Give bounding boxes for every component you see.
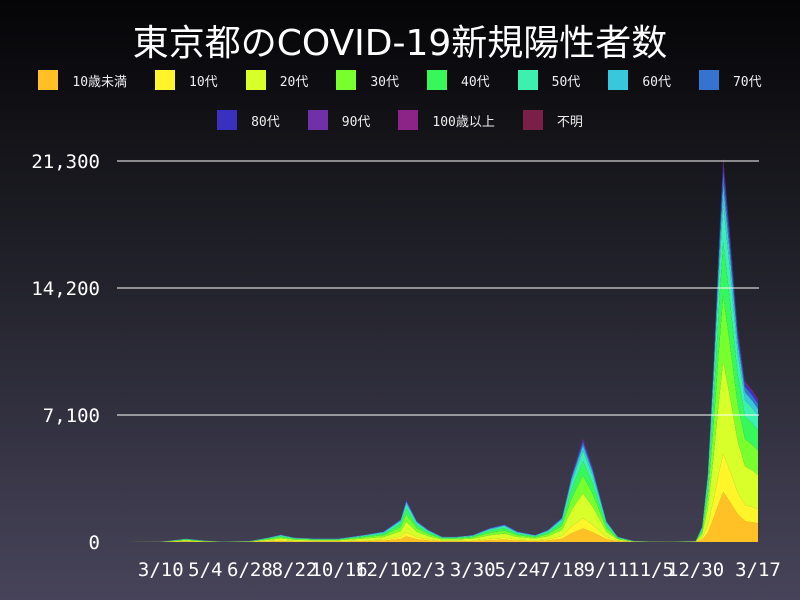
legend-label: 不明 — [556, 114, 583, 130]
legend-item: 40代 — [427, 70, 490, 90]
legend-swatch — [336, 70, 357, 90]
x-tick-label: 12/10 — [355, 559, 412, 581]
x-tick-label: 12/30 — [667, 559, 724, 581]
area-series-9 — [117, 160, 758, 542]
legend-item: 30代 — [336, 70, 399, 90]
legend-swatch — [608, 70, 629, 90]
legend-swatch — [517, 70, 538, 90]
area-series-7 — [117, 170, 758, 542]
legend-label: 80代 — [251, 114, 280, 130]
x-tick-label: 7/18 — [539, 559, 585, 581]
legend-label: 20代 — [279, 74, 309, 90]
x-tick-label: 9/11 — [584, 559, 630, 581]
area-series-2 — [117, 361, 758, 542]
y-tick-label: 0 — [89, 532, 100, 554]
x-tick-label: 6/28 — [227, 559, 273, 581]
x-tick-label: 2/3 — [411, 559, 445, 581]
legend-row-1: 10歳未満 10代 20代 30代 40代 50代 60代 70代 — [0, 70, 800, 90]
area-series-8 — [117, 163, 758, 542]
legend-label: 70代 — [732, 74, 762, 90]
legend-item: 60代 — [608, 70, 671, 90]
area-series-1 — [117, 453, 758, 542]
area-series-10 — [117, 159, 758, 543]
legend-swatch — [307, 110, 328, 130]
legend-label: 90代 — [341, 114, 371, 130]
legend-item: 20代 — [245, 70, 309, 90]
legend-swatch — [698, 70, 719, 90]
y-tick-label: 21,300 — [31, 151, 100, 173]
legend-item: 10代 — [155, 70, 218, 90]
chart-title: 東京都のCOVID-19新規陽性者数 — [132, 23, 668, 64]
legend-label: 10歳未満 — [72, 74, 128, 90]
legend-label: 60代 — [642, 74, 671, 90]
legend-item: 不明 — [522, 110, 583, 130]
x-tick-label: 10/16 — [310, 559, 367, 581]
x-tick-label: 3/10 — [138, 559, 184, 581]
legend-swatch — [155, 70, 176, 90]
x-tick-label: 3/30 — [450, 559, 496, 581]
y-tick-label: 14,200 — [31, 278, 100, 300]
legend-label: 30代 — [370, 74, 399, 90]
x-tick-label: 5/4 — [188, 559, 222, 581]
legend-item: 70代 — [698, 70, 762, 90]
y-tick-label: 7,100 — [43, 405, 100, 427]
legend-swatch — [398, 110, 419, 130]
area-series-3 — [117, 295, 758, 542]
legend-swatch — [245, 70, 266, 90]
x-tick-label: 11/5 — [628, 559, 674, 581]
legend-label: 10代 — [189, 74, 218, 90]
legend-row-2: 80代 90代 100歳以上 不明 — [0, 110, 800, 130]
area-series-6 — [117, 184, 758, 543]
area-series-11 — [117, 157, 758, 542]
legend-label: 50代 — [551, 74, 581, 90]
legend-label: 40代 — [461, 74, 490, 90]
x-tick-label: 8/22 — [272, 559, 318, 581]
x-tick-label: 5/24 — [494, 559, 540, 581]
legend-item: 90代 — [307, 110, 371, 130]
area-series-4 — [117, 242, 758, 542]
x-tick-label: 3/17 — [735, 559, 781, 581]
legend-item: 80代 — [217, 110, 280, 130]
legend-swatch — [38, 70, 59, 90]
legend-item: 100歳以上 — [398, 110, 495, 130]
legend-swatch — [522, 110, 543, 130]
legend-item: 50代 — [517, 70, 581, 90]
area-series-5 — [117, 203, 758, 542]
legend-swatch — [427, 70, 447, 90]
legend-item: 10歳未満 — [38, 70, 127, 90]
legend-label: 100歳以上 — [432, 114, 495, 130]
legend-swatch — [217, 110, 238, 130]
